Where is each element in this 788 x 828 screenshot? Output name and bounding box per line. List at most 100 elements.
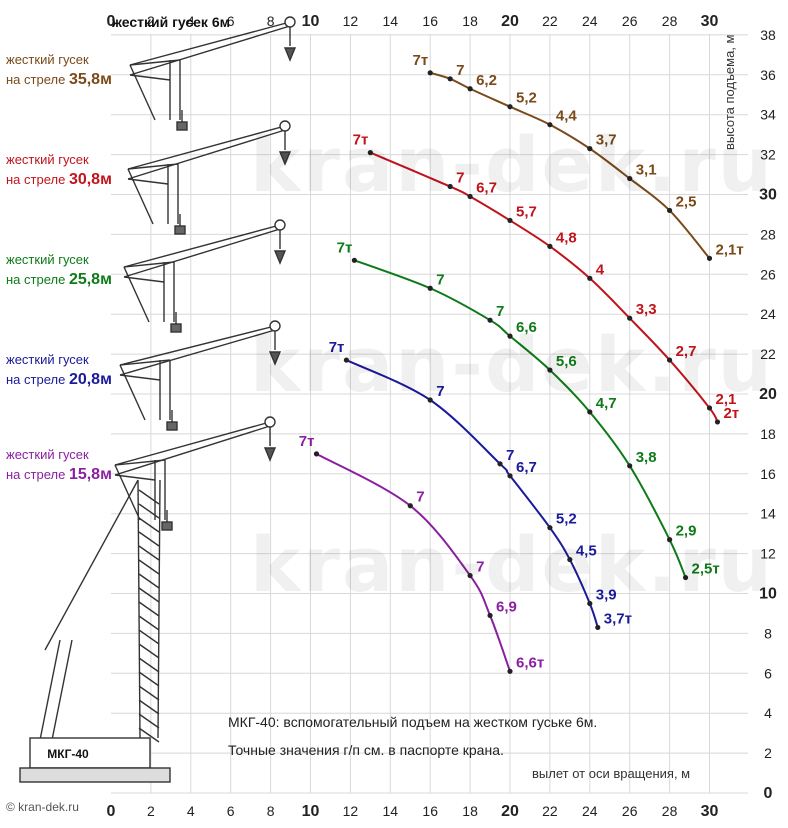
data-label: 7т — [329, 339, 345, 356]
crane-jib-3 — [123, 219, 287, 333]
x-tick-bottom-28: 28 — [662, 803, 678, 819]
series-1: 7т 7 6,2 5,2 4,4 3,7 3,1 2,5 2,1т — [412, 52, 744, 261]
data-point — [627, 175, 633, 182]
boom-lattice — [138, 489, 160, 505]
x-tick-bottom-4: 4 — [187, 803, 195, 819]
data-point — [367, 150, 373, 156]
x-tick-bottom-12: 12 — [343, 803, 359, 819]
x-tick-top-6: 6 — [227, 13, 235, 29]
y-tick-14: 14 — [760, 506, 776, 522]
data-label: 7 — [416, 489, 424, 506]
y-tick-4: 4 — [764, 705, 772, 721]
boom-lattice — [138, 615, 160, 631]
data-label: 7 — [436, 271, 444, 288]
jib-upper-chord — [127, 125, 286, 170]
legend-line-1: жесткий гусек — [6, 447, 89, 462]
boom-brace — [129, 74, 171, 81]
x-tick-top-8: 8 — [267, 13, 275, 29]
data-label: 6,9 — [496, 598, 517, 615]
boom-brace — [119, 374, 161, 381]
boom-lattice — [138, 531, 160, 547]
hook-icon — [268, 351, 282, 366]
x-tick-top-16: 16 — [422, 13, 438, 29]
data-label: 7 — [496, 303, 504, 320]
legend-item-1: жесткий гусек на стреле 35,8м — [6, 50, 112, 90]
data-point — [567, 556, 573, 563]
x-tick-top-0: 0 — [107, 13, 116, 30]
x-tick-bottom-8: 8 — [267, 803, 275, 819]
legend-prefix: на стреле — [6, 372, 69, 387]
x-tick-top-18: 18 — [462, 13, 478, 29]
aux-hook-icon — [166, 421, 178, 431]
x-tick-bottom-30: 30 — [701, 803, 719, 820]
jib-upper-chord — [129, 21, 291, 66]
x-tick-bottom-14: 14 — [383, 803, 399, 819]
boom-head — [123, 261, 175, 268]
legend-line-2: на стреле 15,8м — [6, 465, 112, 485]
aux-hook-icon — [161, 521, 173, 531]
data-label: 2,9 — [676, 523, 697, 540]
legend-boom-length: 30,8м — [68, 171, 112, 188]
data-point — [447, 183, 453, 190]
y-tick-28: 28 — [760, 226, 776, 242]
data-label: 7т — [299, 433, 315, 450]
x-tick-top-30: 30 — [701, 13, 719, 30]
jib-upper-chord — [123, 224, 281, 268]
data-point — [507, 217, 513, 224]
jib-upper-chord — [114, 421, 271, 466]
x-tick-bottom-20: 20 — [501, 803, 519, 820]
boom-lattice — [138, 699, 160, 715]
x-tick-bottom-2: 2 — [147, 803, 155, 819]
data-label: 3,8 — [636, 449, 657, 466]
aux-hook-icon — [170, 323, 182, 333]
legend-boom-length: 20,8м — [68, 371, 112, 388]
data-point — [351, 257, 357, 263]
crane-track — [19, 767, 171, 783]
y-tick-24: 24 — [760, 306, 776, 322]
data-label: 6,6т — [516, 654, 544, 671]
boom-lattice — [138, 587, 160, 603]
data-label: 7т — [353, 132, 369, 149]
x-tick-bottom-26: 26 — [622, 803, 638, 819]
copyright-text: © kran-dek.ru — [6, 800, 79, 814]
x-tick-bottom-18: 18 — [462, 803, 478, 819]
y-axis-label: высота подъема, м — [722, 34, 737, 150]
data-point — [487, 317, 493, 323]
x-tick-top-24: 24 — [582, 13, 598, 29]
legend-item-5: жесткий гусек на стреле 15,8м — [6, 445, 112, 485]
data-point — [667, 207, 673, 214]
boom-tie — [119, 364, 146, 421]
data-label: 2,5т — [692, 561, 720, 578]
data-label: 6,6 — [516, 319, 537, 336]
data-label: 3,9 — [596, 586, 617, 603]
hook-icon — [263, 447, 277, 462]
x-tick-bottom-6: 6 — [227, 803, 235, 819]
crane-model-label: МКГ-40 — [47, 747, 89, 761]
boom-lattice — [138, 545, 160, 561]
data-label: 2,1т — [716, 241, 744, 258]
y-tick-0: 0 — [764, 785, 773, 802]
crane-jib-2 — [127, 120, 292, 235]
mast-left — [39, 639, 61, 741]
crane-jib-1 — [129, 16, 297, 131]
data-label: 6,2 — [476, 72, 497, 89]
y-tick-30: 30 — [759, 187, 777, 204]
jib-lower-chord — [127, 129, 286, 180]
boom-right-chord — [157, 479, 161, 739]
data-point — [487, 612, 493, 619]
data-label: 4 — [596, 261, 605, 278]
boom-lattice — [138, 643, 160, 659]
x-tick-top-22: 22 — [542, 13, 558, 29]
x-tick-top-10: 10 — [302, 13, 320, 30]
boom-brace — [127, 178, 169, 185]
data-point — [343, 357, 350, 363]
data-point — [547, 122, 553, 128]
data-label: 3,3 — [636, 301, 657, 318]
series-line-5 — [316, 452, 511, 672]
legend-prefix: на стреле — [6, 272, 69, 287]
y-tick-12: 12 — [760, 546, 776, 562]
data-point — [507, 104, 513, 110]
chart-note: МКГ-40: вспомогательный подъем на жестко… — [228, 708, 597, 764]
